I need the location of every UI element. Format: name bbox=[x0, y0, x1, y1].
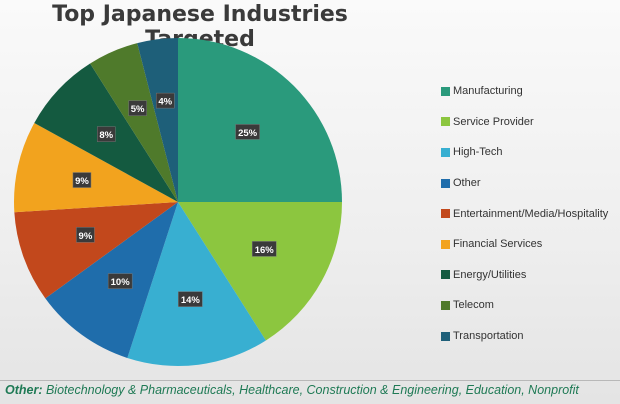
svg-text:16%: 16% bbox=[255, 245, 275, 256]
slice-manufacturing bbox=[178, 38, 342, 202]
data-label-service-provider: 16% bbox=[251, 241, 277, 257]
legend-item-energy-utilities: Energy/Utilities bbox=[441, 260, 608, 291]
legend-label: High-Tech bbox=[453, 146, 503, 159]
legend-label: Entertainment/Media/Hospitality bbox=[453, 207, 609, 220]
legend-swatch bbox=[441, 147, 450, 157]
footer-text: Biotechnology & Pharmaceuticals, Healthc… bbox=[42, 383, 579, 397]
data-label-manufacturing: 25% bbox=[235, 124, 260, 140]
legend-label: Financial Services bbox=[453, 238, 543, 251]
data-label-energy-utilities: 8% bbox=[97, 126, 116, 142]
slice-financial-services bbox=[14, 122, 179, 213]
data-label-other: 10% bbox=[107, 273, 133, 289]
legend-swatch bbox=[441, 117, 450, 127]
legend-swatch bbox=[441, 270, 450, 280]
data-label-transportation: 4% bbox=[156, 92, 175, 109]
data-label-entertainment-media-hospitality: 9% bbox=[76, 227, 95, 243]
slice-high-tech bbox=[127, 202, 266, 366]
svg-text:8%: 8% bbox=[99, 130, 113, 141]
legend-item-service-provider: Service Provider bbox=[441, 107, 608, 138]
legend-label: Other bbox=[453, 177, 481, 190]
pie-chart: 25% 16% 14% 10% 9% 9% 8% 5% 4% bbox=[14, 38, 342, 366]
legend-label: Service Provider bbox=[453, 115, 534, 128]
legend-label: Transportation bbox=[453, 330, 524, 343]
data-label-financial-services: 9% bbox=[72, 172, 92, 188]
legend-item-manufacturing: Manufacturing bbox=[441, 76, 608, 107]
legend-swatch bbox=[441, 239, 450, 249]
legend-swatch bbox=[441, 86, 450, 96]
legend-item-financial-services: Financial Services bbox=[441, 229, 608, 260]
legend-swatch bbox=[441, 178, 450, 188]
footer-note: Other: Biotechnology & Pharmaceuticals, … bbox=[5, 383, 579, 397]
svg-text:9%: 9% bbox=[75, 176, 89, 187]
legend-item-telecom: Telecom bbox=[441, 290, 608, 321]
legend-item-entertainment-media-hospitality: Entertainment/Media/Hospitality bbox=[441, 198, 608, 229]
svg-text:10%: 10% bbox=[111, 277, 131, 288]
legend-item-high-tech: High-Tech bbox=[441, 137, 608, 168]
legend-swatch bbox=[441, 300, 450, 310]
legend-swatch bbox=[441, 209, 450, 219]
legend-swatch bbox=[441, 331, 450, 341]
legend: Manufacturing Service Provider High-Tech Ot… bbox=[441, 76, 608, 351]
footer-divider bbox=[0, 380, 620, 381]
slice-entertainment-media-hospitality bbox=[14, 202, 178, 299]
footer-label: Other: bbox=[5, 383, 43, 397]
svg-text:14%: 14% bbox=[181, 295, 201, 306]
legend-item-transportation: Transportation bbox=[441, 321, 608, 352]
data-label-telecom: 5% bbox=[128, 100, 147, 116]
svg-text:25%: 25% bbox=[238, 128, 258, 139]
slice-telecom bbox=[90, 43, 178, 203]
legend-item-other: Other bbox=[441, 168, 608, 199]
svg-text:5%: 5% bbox=[131, 104, 145, 115]
data-label-high-tech: 14% bbox=[178, 291, 203, 307]
slice-service-provider bbox=[178, 202, 342, 341]
svg-text:4%: 4% bbox=[158, 97, 172, 108]
legend-label: Manufacturing bbox=[453, 85, 523, 98]
legend-label: Telecom bbox=[453, 299, 494, 312]
legend-label: Energy/Utilities bbox=[453, 268, 527, 281]
svg-text:9%: 9% bbox=[79, 231, 93, 242]
slice-transportation bbox=[137, 38, 178, 202]
